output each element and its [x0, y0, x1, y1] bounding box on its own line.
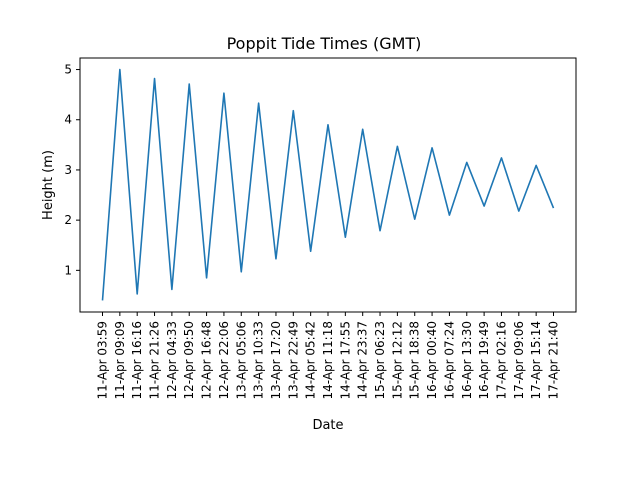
x-tick-label: 15-Apr 06:23 — [373, 321, 387, 400]
y-axis-label: Height (m) — [41, 150, 56, 220]
x-tick-label: 11-Apr 09:09 — [113, 321, 127, 400]
chart-title: Poppit Tide Times (GMT) — [227, 34, 422, 53]
x-tick-label: 17-Apr 09:06 — [512, 321, 526, 400]
x-tick-label: 17-Apr 15:14 — [529, 321, 543, 400]
x-tick-label: 17-Apr 21:40 — [547, 321, 561, 400]
y-tick-label: 1 — [64, 263, 72, 277]
x-tick-label: 14-Apr 17:55 — [338, 321, 352, 400]
x-tick-label: 17-Apr 02:16 — [494, 321, 508, 400]
x-tick-label: 11-Apr 03:59 — [96, 321, 110, 400]
y-tick-label: 5 — [64, 63, 72, 77]
x-tick-label: 13-Apr 22:49 — [286, 321, 300, 400]
x-tick-label: 13-Apr 17:20 — [269, 321, 283, 400]
x-tick-label: 15-Apr 12:12 — [390, 321, 404, 400]
tide-height-line — [101, 68, 555, 301]
x-tick-label: 16-Apr 00:40 — [425, 321, 439, 400]
x-tick-label: 14-Apr 23:37 — [356, 321, 370, 400]
x-axis: 11-Apr 03:59 11-Apr 09:09 11-Apr 16:16 11-A… — [96, 312, 561, 400]
x-tick-label: 14-Apr 11:18 — [321, 321, 335, 400]
y-axis: 1 2 3 4 5 — [64, 63, 80, 277]
x-tick-label: 12-Apr 22:06 — [217, 321, 231, 400]
x-axis-label: Date — [312, 418, 343, 433]
x-tick-label: 11-Apr 16:16 — [130, 321, 144, 400]
x-tick-label: 13-Apr 10:33 — [252, 321, 266, 400]
plot-area — [101, 68, 555, 301]
x-tick-label: 12-Apr 16:48 — [200, 321, 214, 400]
x-tick-label: 16-Apr 19:49 — [477, 321, 491, 400]
y-tick-label: 4 — [64, 113, 72, 127]
x-tick-label: 14-Apr 05:42 — [304, 321, 318, 400]
x-tick-label: 16-Apr 13:30 — [460, 321, 474, 400]
y-tick-label: 3 — [64, 163, 72, 177]
x-tick-label: 15-Apr 18:38 — [408, 321, 422, 400]
x-tick-label: 11-Apr 21:26 — [148, 321, 162, 400]
x-tick-label: 13-Apr 05:06 — [234, 321, 248, 400]
x-tick-label: 12-Apr 04:33 — [165, 321, 179, 400]
y-tick-label: 2 — [64, 213, 72, 227]
x-tick-label: 16-Apr 07:24 — [442, 321, 456, 400]
x-tick-label: 12-Apr 09:50 — [182, 321, 196, 400]
